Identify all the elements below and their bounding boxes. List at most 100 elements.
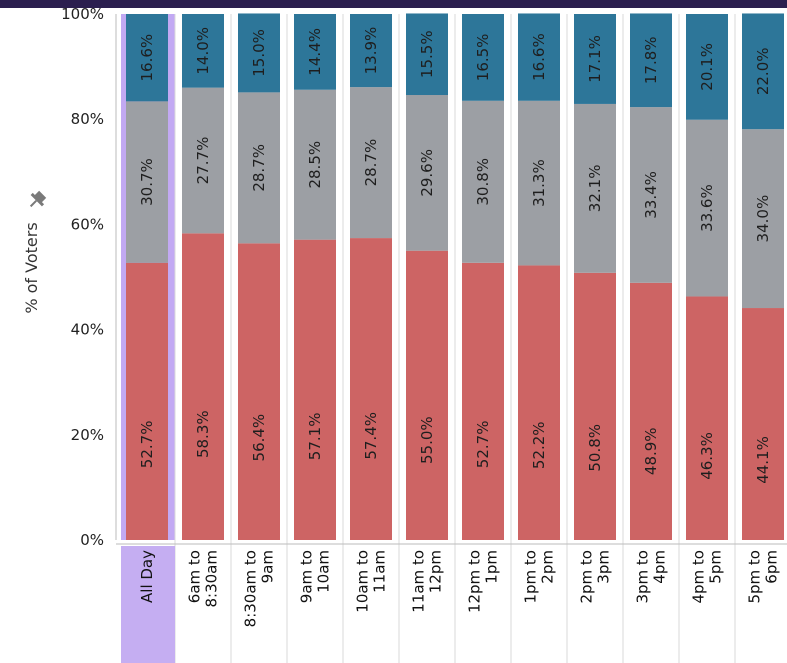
bar-segment[interactable] xyxy=(742,308,784,540)
y-axis-title: % of Voters xyxy=(22,222,41,313)
x-tick-label-line: 4pm to xyxy=(690,550,708,604)
x-tick-label: 2pm to 3pm xyxy=(578,550,613,604)
bar-segment[interactable] xyxy=(630,107,672,283)
data-label: 16.6% xyxy=(530,33,548,81)
x-tick-label-line: 6am to xyxy=(186,550,204,603)
data-label: 52.2% xyxy=(530,421,548,469)
bar-segment[interactable] xyxy=(462,262,504,540)
data-label: 20.1% xyxy=(698,43,716,91)
data-label: 17.1% xyxy=(586,35,604,83)
data-label: 33.6% xyxy=(698,184,716,232)
header-bar xyxy=(0,0,787,8)
bar-segment[interactable] xyxy=(238,243,280,540)
bar-segment[interactable] xyxy=(574,14,616,104)
x-tick-label-line: 9am xyxy=(259,550,277,583)
bar-segment[interactable] xyxy=(630,13,672,108)
bar-segment[interactable] xyxy=(350,14,392,88)
bar-segment[interactable] xyxy=(462,100,504,263)
data-label: 52.7% xyxy=(474,421,492,469)
bar-segment[interactable] xyxy=(742,13,784,130)
bar-segment[interactable] xyxy=(686,296,728,540)
data-label: 28.7% xyxy=(250,144,268,192)
bar-segment[interactable] xyxy=(350,87,392,239)
data-label: 16.5% xyxy=(474,34,492,82)
data-label: 14.4% xyxy=(306,28,324,76)
data-label: 30.7% xyxy=(138,158,156,206)
data-label: 34.0% xyxy=(754,195,772,243)
x-tick-label-line: 1pm xyxy=(483,550,501,584)
bar-segment[interactable] xyxy=(518,265,560,540)
x-tick-label: 1pm to 2pm xyxy=(522,550,557,604)
data-label: 56.4% xyxy=(250,414,268,462)
pin-icon[interactable] xyxy=(25,189,48,212)
x-tick-label-line: 12pm to xyxy=(466,550,484,613)
x-tick-label-line: 11am to xyxy=(410,550,428,613)
data-label: 31.3% xyxy=(530,159,548,207)
bar-segment[interactable] xyxy=(462,14,504,101)
x-tick-label: 3pm to 4pm xyxy=(634,550,669,604)
bar-segment[interactable] xyxy=(686,119,728,297)
bar-segment[interactable] xyxy=(182,87,224,234)
data-label: 46.3% xyxy=(698,432,716,480)
bar-segment[interactable] xyxy=(518,100,560,266)
y-axis: 0% 20% 40% 60% 80% 100% xyxy=(61,5,117,549)
bar-segment[interactable] xyxy=(238,13,280,93)
x-tick-label: 10am to 11am xyxy=(354,550,389,613)
data-label: 33.4% xyxy=(642,171,660,219)
bar-segment[interactable] xyxy=(406,250,448,540)
data-label: 29.6% xyxy=(418,149,436,197)
bar-segment[interactable] xyxy=(126,14,168,102)
bar-segment[interactable] xyxy=(238,92,280,244)
pin-head xyxy=(34,190,47,203)
x-tick-label-line: 10am xyxy=(315,550,333,593)
y-tick-label: 0% xyxy=(80,531,104,549)
x-tick-label-line: 11am xyxy=(371,550,389,593)
x-tick-label-line: 9am to xyxy=(298,550,316,603)
y-tick-label: 80% xyxy=(71,110,104,128)
bar-segment[interactable] xyxy=(686,14,728,120)
data-label: 58.3% xyxy=(194,410,212,458)
data-label: 16.6% xyxy=(138,34,156,82)
x-tick-label-line: 1pm to xyxy=(522,550,540,604)
bar-segment[interactable] xyxy=(742,129,784,309)
x-tick-label-line: 10am to xyxy=(354,550,372,613)
bar-segment[interactable] xyxy=(574,103,616,273)
bar-segment[interactable] xyxy=(126,101,168,263)
data-label: 28.5% xyxy=(306,141,324,189)
y-tick-label: 100% xyxy=(61,5,104,23)
data-label: 48.9% xyxy=(642,427,660,475)
data-label: 52.7% xyxy=(138,421,156,469)
x-tick-label-line: 4pm xyxy=(651,550,669,584)
plot-area: 52.7% 30.7% 16.6% 58.3% 27.7% 14.0% 56.4% 28.7%… xyxy=(121,13,784,663)
data-label: 28.7% xyxy=(362,139,380,187)
data-label: 14.0% xyxy=(194,27,212,75)
bar-segment[interactable] xyxy=(406,13,448,96)
bar-segment[interactable] xyxy=(294,239,336,541)
pin-collar xyxy=(30,192,45,207)
bar-segment[interactable] xyxy=(630,282,672,540)
bar-segment[interactable] xyxy=(350,238,392,541)
x-tick-label-line: 6pm xyxy=(763,550,781,584)
bar-segment[interactable] xyxy=(294,89,336,240)
x-tick-label: 6am to 8:30am xyxy=(186,550,221,608)
bar-segment[interactable] xyxy=(518,13,560,101)
x-tick-label-line: 12pm xyxy=(427,550,445,593)
data-label: 30.8% xyxy=(474,158,492,206)
bar-segment[interactable] xyxy=(574,272,616,540)
bar-segment[interactable] xyxy=(126,262,168,540)
bar-segment[interactable] xyxy=(182,14,224,88)
x-tick-label-line: 8:30am to xyxy=(242,550,260,627)
pin-needle xyxy=(29,200,37,208)
x-tick-label-line: 3pm to xyxy=(634,550,652,604)
bar-segment[interactable] xyxy=(294,14,336,90)
x-tick-label: 8:30am to 9am xyxy=(242,550,277,627)
data-label: 50.8% xyxy=(586,424,604,472)
bar-segment[interactable] xyxy=(182,233,224,541)
y-tick-label: 20% xyxy=(71,426,104,444)
x-tick-label: 5pm to 6pm xyxy=(746,550,781,604)
x-tick-label: All Day xyxy=(138,550,156,603)
y-tick-label: 40% xyxy=(71,321,104,339)
bar-segment[interactable] xyxy=(406,95,448,251)
data-label: 55.0% xyxy=(418,416,436,464)
